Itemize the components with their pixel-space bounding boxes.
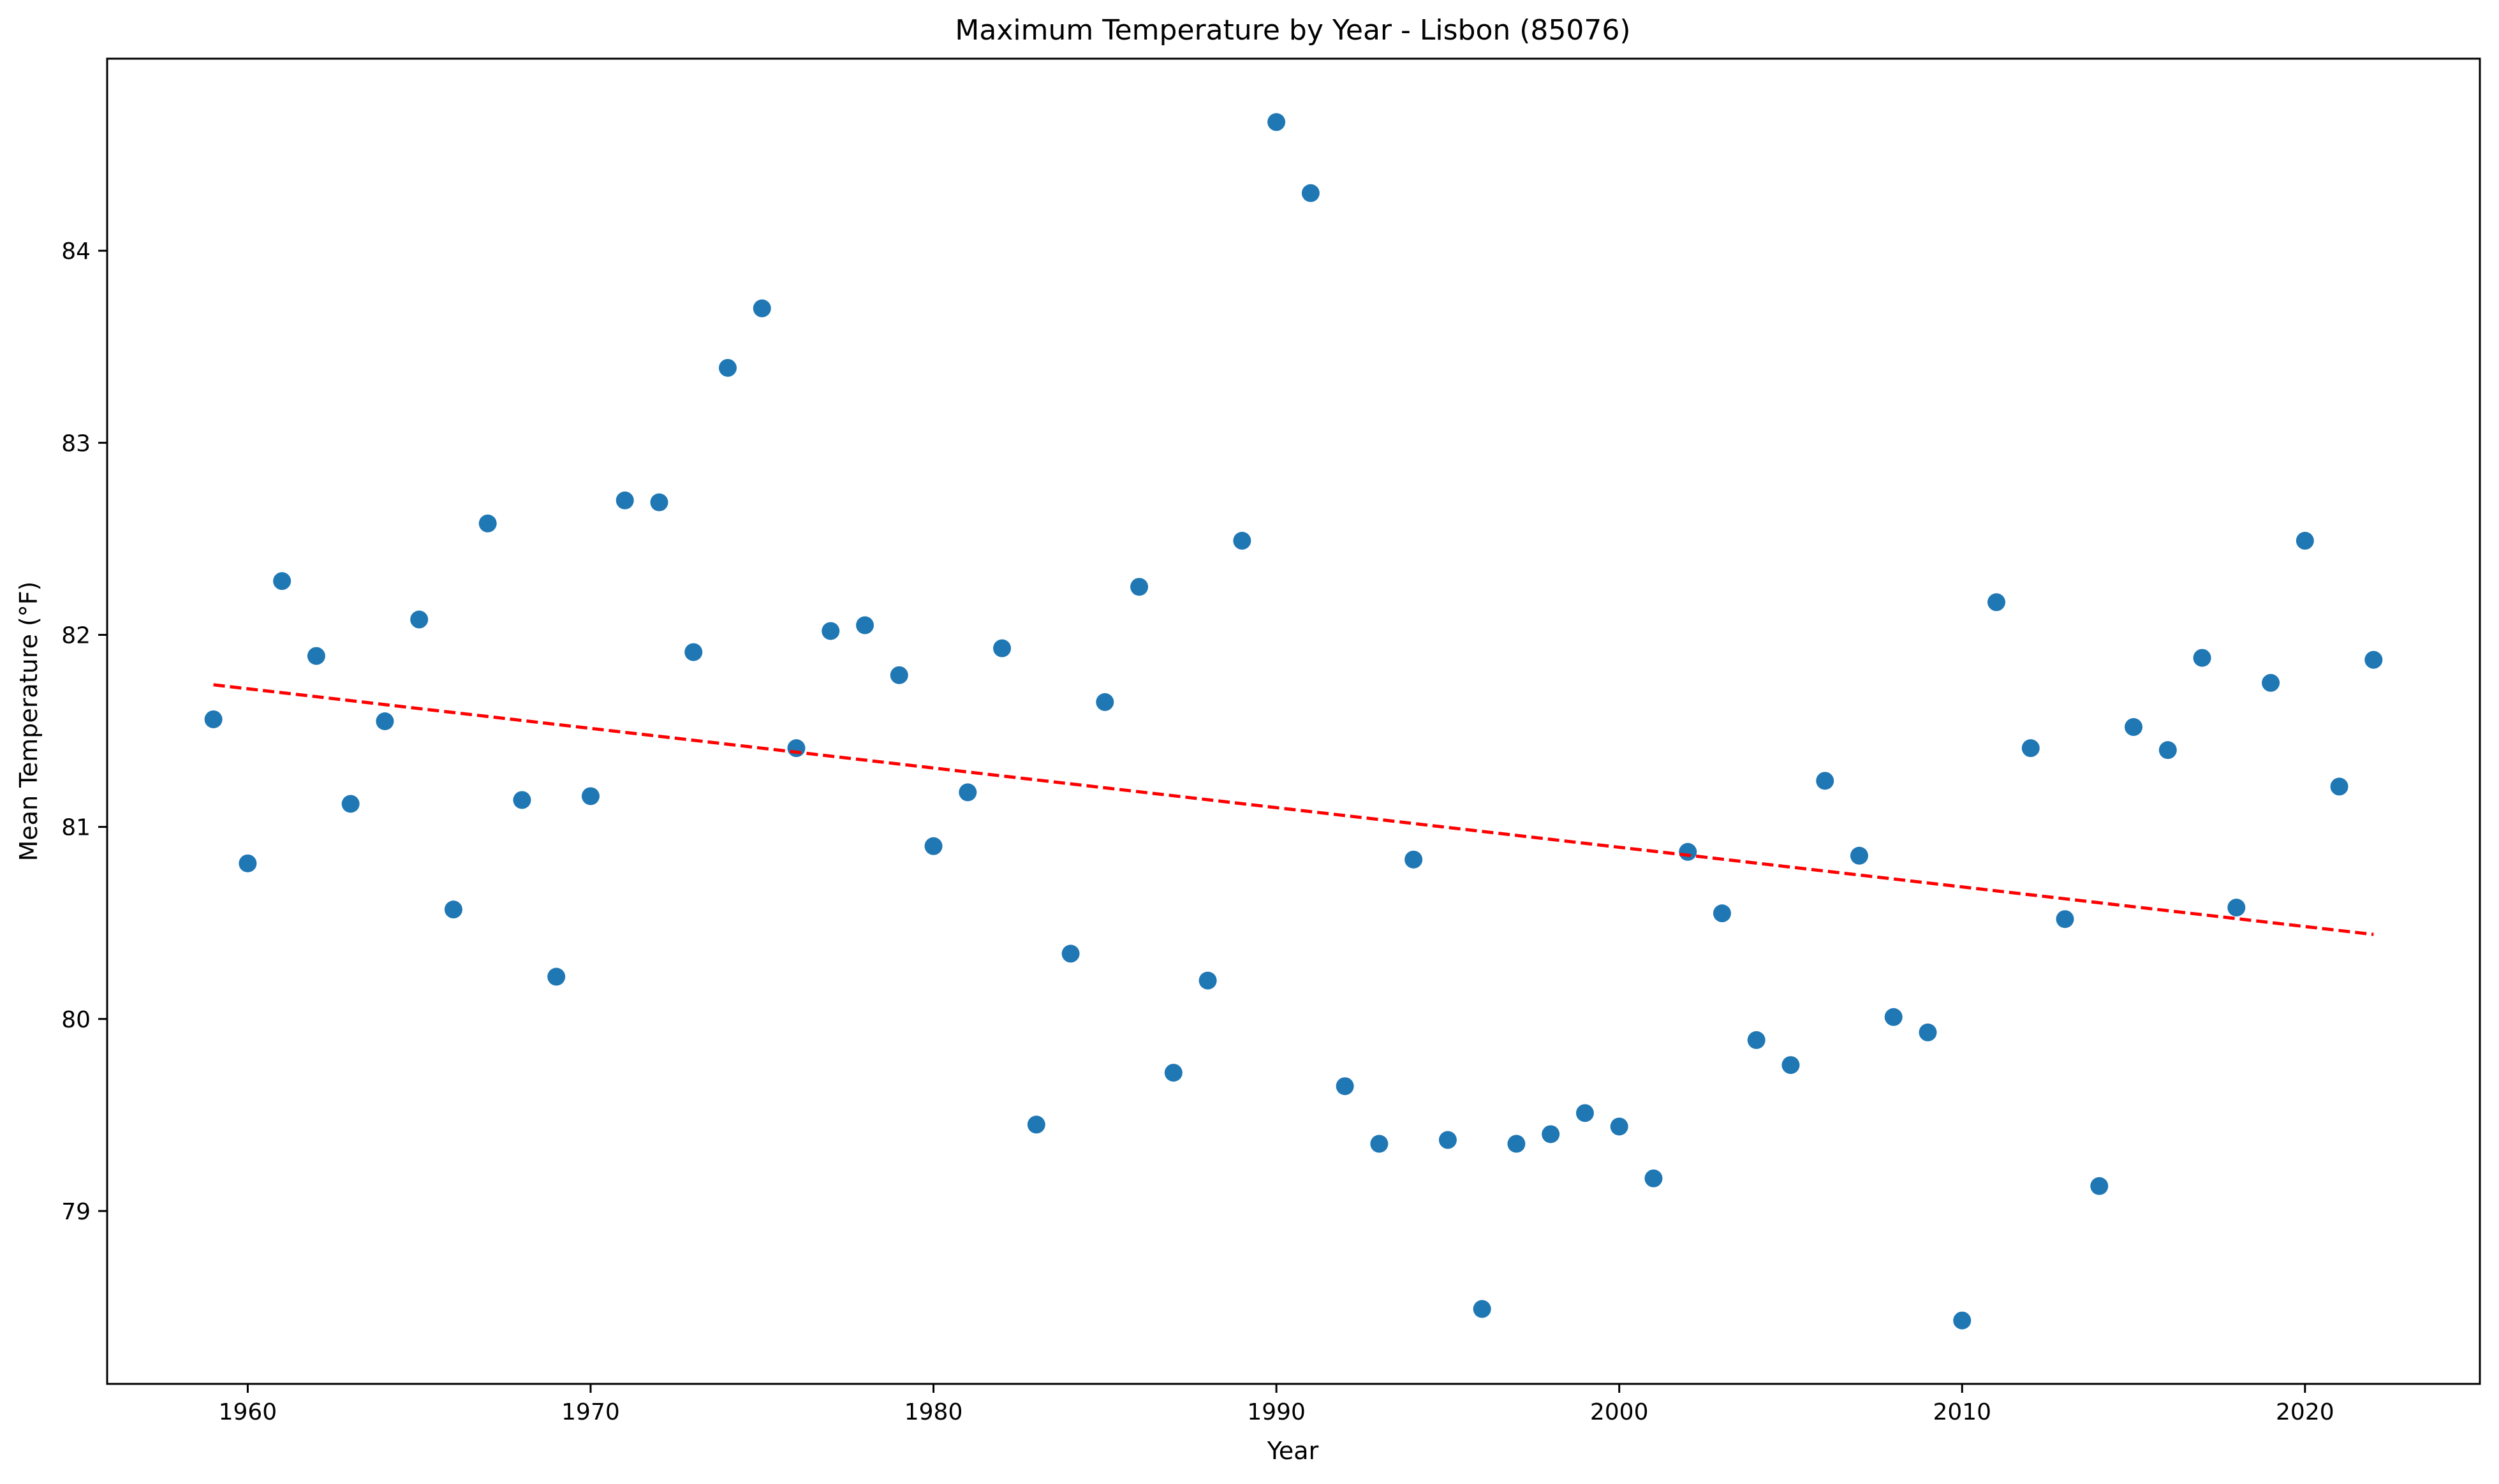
data-point (890, 666, 908, 684)
y-tick-label: 81 (61, 815, 91, 841)
x-tick-label: 1960 (219, 1399, 277, 1425)
data-point (1542, 1125, 1560, 1143)
data-point (239, 854, 257, 872)
x-tick-label: 2000 (1590, 1399, 1649, 1425)
x-tick-label: 1990 (1247, 1399, 1306, 1425)
data-point (2158, 741, 2177, 760)
data-point (1130, 578, 1149, 596)
data-point (410, 610, 429, 629)
data-point (1198, 971, 1217, 990)
data-point (376, 712, 394, 730)
data-point (719, 358, 737, 377)
data-point (341, 795, 360, 813)
data-point (650, 493, 668, 511)
chart-title: Maximum Temperature by Year - Lisbon (85… (955, 14, 1630, 47)
data-point (1850, 846, 1868, 865)
data-point (1884, 1008, 1903, 1026)
data-point (1816, 772, 1834, 790)
data-point (2125, 718, 2143, 737)
data-point (684, 643, 703, 661)
data-point (581, 787, 600, 805)
plot-area (204, 113, 2383, 1330)
data-point (1438, 1131, 1457, 1149)
data-point (787, 739, 806, 758)
data-point (2330, 777, 2348, 796)
data-point (1781, 1056, 1800, 1075)
x-tick-label: 1970 (561, 1399, 620, 1425)
x-tick-label: 2010 (1933, 1399, 1991, 1425)
data-point (307, 647, 325, 665)
axes-frame (106, 57, 2481, 1385)
data-point (2262, 673, 2280, 692)
data-point (856, 616, 874, 635)
data-point (1370, 1135, 1389, 1153)
data-point (616, 491, 634, 510)
y-tick-label: 82 (61, 622, 91, 649)
data-point (1919, 1023, 1937, 1041)
axes: 1960 1970 1980 1990 2000 2010 2020 79 80 81 82 83 84 (61, 57, 2481, 1425)
data-point (1987, 593, 2006, 612)
data-point (1267, 113, 1286, 131)
data-point (1164, 1064, 1183, 1082)
data-point (1301, 184, 1320, 202)
y-tick-label: 80 (61, 1007, 91, 1033)
data-point (1233, 531, 1251, 550)
data-point (2056, 910, 2074, 929)
x-axis-label: Year (1267, 1437, 1319, 1465)
data-point (1061, 944, 1080, 963)
data-point (273, 572, 291, 591)
data-point (1473, 1300, 1491, 1318)
data-point (513, 791, 531, 809)
data-point (1644, 1169, 1663, 1187)
data-point (1679, 842, 1697, 861)
data-point (1747, 1031, 1766, 1049)
y-tick-label: 83 (61, 430, 91, 457)
data-point (2364, 650, 2383, 669)
y-tick-label: 79 (61, 1199, 91, 1225)
data-point (959, 783, 977, 802)
data-point (2193, 649, 2211, 667)
data-point (444, 900, 462, 919)
x-tick-label: 1980 (904, 1399, 963, 1425)
data-point (1713, 904, 1731, 923)
data-point (2227, 899, 2246, 917)
data-point (924, 837, 943, 855)
data-point (822, 622, 840, 640)
data-point (1096, 693, 1114, 711)
data-point (2296, 531, 2314, 550)
data-point (993, 639, 1012, 658)
data-point (1953, 1311, 1972, 1330)
data-point (204, 710, 223, 728)
y-tick-label: 84 (61, 239, 91, 265)
data-point (2090, 1177, 2109, 1195)
trendline (213, 683, 2374, 936)
data-point (2021, 739, 2040, 758)
y-axis-label: Mean Temperature (°F) (15, 582, 43, 862)
data-point (547, 967, 566, 986)
data-point (753, 299, 771, 318)
data-point (478, 514, 497, 533)
data-point (1610, 1117, 1628, 1136)
data-point (1507, 1135, 1526, 1153)
data-point (1336, 1077, 1354, 1096)
data-point (1027, 1115, 1045, 1134)
data-point (1404, 850, 1423, 869)
x-tick-label: 2020 (2276, 1399, 2334, 1425)
data-point (1575, 1104, 1594, 1122)
